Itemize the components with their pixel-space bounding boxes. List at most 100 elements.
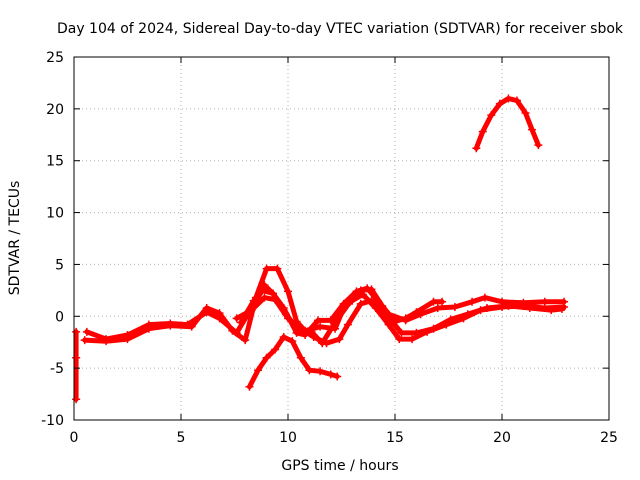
y-tick-label: -5 bbox=[50, 361, 64, 377]
series-track-d bbox=[232, 293, 566, 348]
series-track-e bbox=[245, 333, 342, 391]
data-point bbox=[232, 314, 241, 323]
data-point bbox=[260, 293, 269, 302]
data-point bbox=[183, 320, 192, 329]
data-point bbox=[343, 320, 352, 329]
y-tick-label: 0 bbox=[55, 309, 64, 325]
data-point bbox=[438, 297, 447, 306]
data-point bbox=[309, 333, 318, 342]
data-point bbox=[450, 302, 459, 311]
data-point bbox=[333, 372, 342, 381]
data-point bbox=[82, 327, 91, 336]
data-point bbox=[271, 295, 280, 304]
series-isolated bbox=[72, 327, 81, 404]
data-point bbox=[262, 264, 271, 273]
data-point bbox=[521, 109, 530, 118]
data-point bbox=[495, 99, 504, 108]
data-point bbox=[487, 111, 496, 120]
x-tick-label: 25 bbox=[600, 430, 618, 446]
series-track-f bbox=[472, 94, 543, 153]
data-point bbox=[236, 318, 245, 327]
x-tick-labels: 0 5 10 15 20 25 bbox=[70, 430, 618, 446]
data-point bbox=[123, 330, 132, 339]
data-point bbox=[241, 336, 250, 345]
data-point bbox=[284, 287, 292, 296]
data-point bbox=[254, 366, 263, 375]
data-point bbox=[363, 284, 372, 293]
data-point bbox=[326, 370, 335, 379]
x-tick-label: 10 bbox=[279, 430, 297, 446]
data-point bbox=[296, 353, 305, 362]
data-point bbox=[534, 141, 543, 150]
data-point bbox=[408, 335, 417, 344]
y-tick-label: 15 bbox=[46, 154, 64, 170]
x-tick-label: 20 bbox=[493, 430, 511, 446]
x-axis-label: GPS time / hours bbox=[281, 458, 398, 474]
data-point bbox=[527, 125, 536, 134]
data-point bbox=[384, 320, 393, 329]
data-point bbox=[512, 96, 521, 105]
data-point bbox=[395, 335, 404, 344]
plot-frame bbox=[73, 56, 610, 421]
data-point bbox=[322, 339, 331, 348]
data-point bbox=[429, 297, 438, 306]
y-tick-label: 20 bbox=[46, 102, 64, 118]
data-point bbox=[316, 322, 325, 331]
data-point bbox=[144, 320, 153, 329]
data-point bbox=[305, 366, 314, 375]
axis-ticks bbox=[73, 56, 610, 421]
data-point bbox=[480, 293, 489, 302]
chart-title: Day 104 of 2024, Sidereal Day-to-day VTE… bbox=[57, 21, 624, 37]
data-point bbox=[313, 316, 322, 325]
series-line bbox=[84, 285, 567, 342]
data-point bbox=[547, 306, 556, 315]
data-point bbox=[367, 296, 376, 305]
data-point bbox=[504, 301, 513, 310]
data-point bbox=[316, 367, 325, 376]
data-point bbox=[525, 303, 534, 312]
data-point bbox=[412, 328, 421, 337]
data-point bbox=[72, 353, 81, 362]
data-point bbox=[478, 127, 487, 136]
data-point bbox=[80, 336, 89, 345]
data-point bbox=[296, 324, 305, 333]
data-point bbox=[429, 324, 438, 333]
y-tick-label: -10 bbox=[41, 413, 64, 429]
data-point bbox=[433, 303, 442, 312]
data-point bbox=[284, 314, 292, 323]
data-point bbox=[271, 345, 280, 354]
data-point bbox=[463, 310, 472, 319]
data-point bbox=[446, 315, 455, 324]
data-point bbox=[504, 94, 513, 103]
data-point bbox=[249, 296, 258, 305]
y-tick-label: 5 bbox=[55, 257, 64, 273]
data-point bbox=[557, 305, 566, 314]
data-point bbox=[260, 281, 269, 290]
data-point bbox=[232, 328, 241, 337]
data-point bbox=[202, 308, 211, 317]
y-tick-labels: -10 -5 0 5 10 15 20 25 bbox=[41, 50, 64, 429]
data-series bbox=[72, 94, 569, 404]
data-point bbox=[326, 316, 335, 325]
data-point bbox=[397, 328, 406, 337]
data-point bbox=[72, 327, 81, 336]
data-point bbox=[472, 144, 481, 153]
x-tick-label: 5 bbox=[177, 430, 186, 446]
data-point bbox=[262, 353, 271, 362]
data-point bbox=[416, 310, 425, 319]
x-tick-label: 15 bbox=[386, 430, 404, 446]
data-point bbox=[382, 310, 391, 319]
series-line bbox=[473, 96, 541, 151]
data-point bbox=[72, 395, 81, 404]
data-point bbox=[245, 382, 254, 391]
data-point bbox=[346, 297, 355, 306]
y-tick-label: 10 bbox=[46, 206, 64, 222]
data-point bbox=[102, 335, 111, 344]
data-point bbox=[247, 306, 256, 315]
x-tick-label: 0 bbox=[70, 430, 79, 446]
data-point bbox=[356, 299, 365, 308]
data-point bbox=[273, 264, 282, 273]
data-point bbox=[468, 297, 477, 306]
grid bbox=[74, 57, 609, 420]
